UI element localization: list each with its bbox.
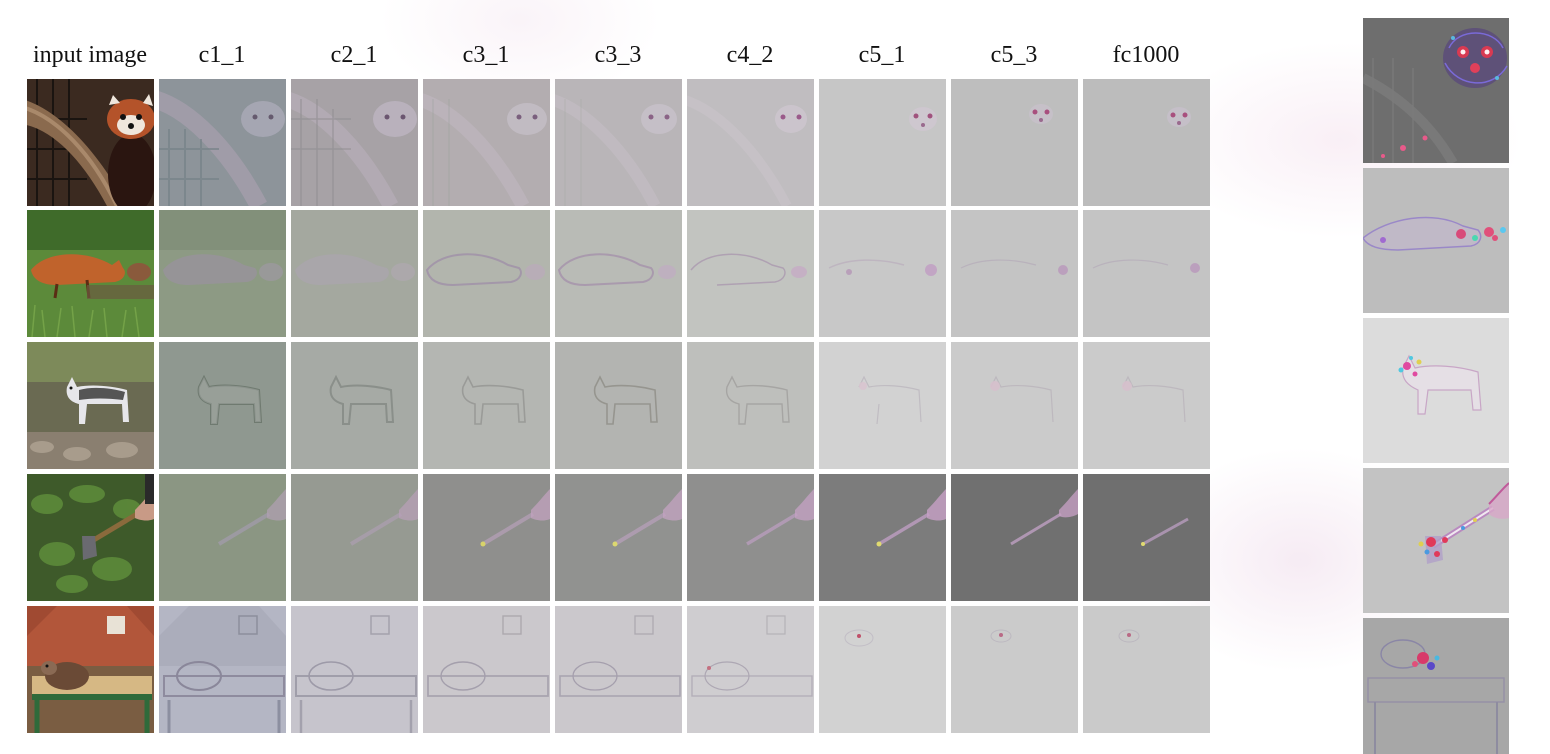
deconv-fox-c4-2	[687, 210, 814, 337]
deconv-axe-c5-1	[819, 474, 946, 601]
col-header-fc1000: fc1000	[1112, 42, 1180, 68]
side-detail-mouse	[1363, 618, 1509, 754]
deconv-mouse-c2-1	[291, 606, 418, 733]
deconv-axe-c5-3	[951, 474, 1078, 601]
deconv-husky-c1-1	[159, 342, 286, 469]
deconv-red-panda-c3-1	[423, 79, 550, 206]
deconv-mouse-c5-3	[951, 606, 1078, 733]
deconv-husky-c5-1	[819, 342, 946, 469]
deconv-fox-c2-1	[291, 210, 418, 337]
deconv-mouse-c4-2	[687, 606, 814, 733]
deconv-mouse-c5-1	[819, 606, 946, 733]
side-detail-fox	[1363, 168, 1509, 313]
deconv-fox-c1-1	[159, 210, 286, 337]
deconv-mouse-c1-1	[159, 606, 286, 733]
deconv-red-panda-c5-3	[951, 79, 1078, 206]
deconv-mouse-c3-1	[423, 606, 550, 733]
col-header-c5-3: c5_3	[990, 42, 1038, 68]
deconv-mouse-c3-3	[555, 606, 682, 733]
col-header-input-image: input image	[33, 42, 147, 68]
deconv-red-panda-c4-2	[687, 79, 814, 206]
input-image-red-panda	[27, 79, 154, 206]
input-image-husky	[27, 342, 154, 469]
input-image-mouse	[27, 606, 154, 733]
deconv-husky-c4-2	[687, 342, 814, 469]
side-detail-red-panda	[1363, 18, 1509, 163]
deconv-red-panda-c5-1	[819, 79, 946, 206]
deconv-red-panda-c1-1	[159, 79, 286, 206]
deconv-axe-c3-1	[423, 474, 550, 601]
deconv-axe-c1-1	[159, 474, 286, 601]
deconv-red-panda-c2-1	[291, 79, 418, 206]
deconv-axe-c4-2	[687, 474, 814, 601]
deconv-mouse-fc1000	[1083, 606, 1210, 733]
saliency-grid-figure: input image c1_1 c2_1 c3_1 c3_3 c4_2 c5_…	[27, 42, 1210, 733]
input-image-fox	[27, 210, 154, 337]
deconv-husky-fc1000	[1083, 342, 1210, 469]
col-header-c5-1: c5_1	[858, 42, 906, 68]
deconv-fox-fc1000	[1083, 210, 1210, 337]
col-header-c3-1: c3_1	[462, 42, 510, 68]
deconv-husky-c3-3	[555, 342, 682, 469]
deconv-husky-c3-1	[423, 342, 550, 469]
side-detail-husky	[1363, 318, 1509, 463]
col-header-c1-1: c1_1	[198, 42, 246, 68]
side-detail-column	[1363, 18, 1509, 754]
deconv-red-panda-fc1000	[1083, 79, 1210, 206]
col-header-c4-2: c4_2	[726, 42, 774, 68]
side-detail-axe	[1363, 468, 1509, 613]
deconv-axe-c2-1	[291, 474, 418, 601]
deconv-husky-c2-1	[291, 342, 418, 469]
deconv-fox-c3-1	[423, 210, 550, 337]
deconv-fox-c3-3	[555, 210, 682, 337]
deconv-red-panda-c3-3	[555, 79, 682, 206]
deconv-fox-c5-3	[951, 210, 1078, 337]
col-header-c3-3: c3_3	[594, 42, 642, 68]
deconv-axe-c3-3	[555, 474, 682, 601]
col-header-c2-1: c2_1	[330, 42, 378, 68]
deconv-husky-c5-3	[951, 342, 1078, 469]
deconv-axe-fc1000	[1083, 474, 1210, 601]
input-image-axe	[27, 474, 154, 601]
deconv-fox-c5-1	[819, 210, 946, 337]
